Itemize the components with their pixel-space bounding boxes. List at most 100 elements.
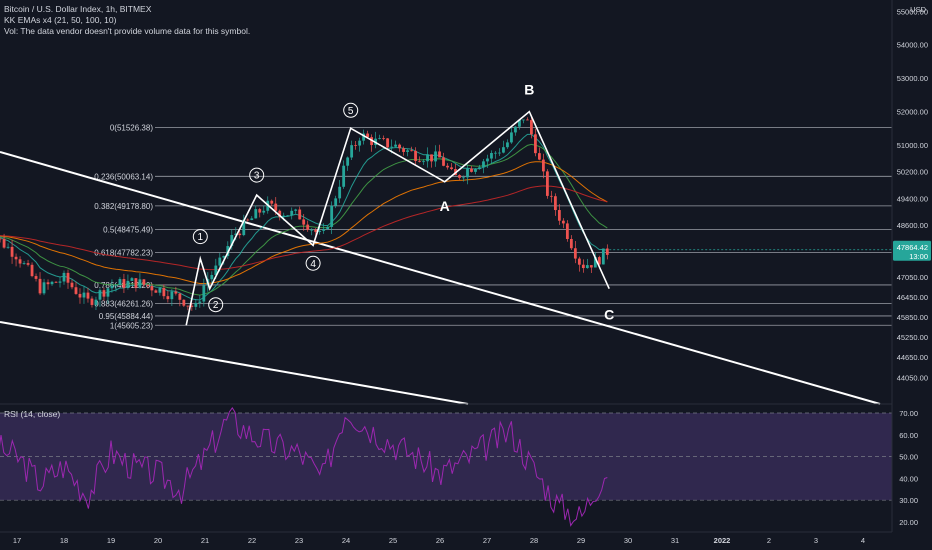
candle-body: [538, 153, 541, 160]
candle-body: [522, 119, 525, 121]
candle-body: [126, 280, 130, 288]
candle-body: [198, 301, 202, 303]
rsi-tick: 20.00: [899, 518, 918, 527]
wave-label-5[interactable]: 5: [348, 106, 354, 117]
candle-body: [314, 229, 318, 232]
fib-level-label: 0(51526.38): [110, 123, 153, 132]
candle-body: [569, 238, 573, 249]
symbol-title[interactable]: Bitcoin / U.S. Dollar Index, 1h, BITMEX: [4, 4, 152, 14]
time-tick: 19: [107, 536, 115, 545]
candle-body: [194, 302, 198, 307]
candle-body: [282, 215, 286, 217]
rsi-pane[interactable]: RSI (14, close): [0, 403, 892, 527]
time-tick: 2022: [714, 536, 731, 545]
candle-body: [589, 265, 593, 268]
candle-body: [458, 175, 461, 178]
fib-retracement[interactable]: 0(51526.38) 0.236(50063.14) 0.382(49178.80…: [94, 123, 892, 330]
candle-body: [446, 165, 449, 168]
fib-level-label: 0.236(50063.14): [94, 172, 153, 181]
price-tick: 53000.00: [897, 74, 928, 83]
candle-body: [358, 140, 362, 146]
wave-label-3[interactable]: 3: [254, 171, 260, 182]
time-tick: 20: [154, 536, 162, 545]
candle-body: [178, 293, 182, 300]
candle-body: [366, 133, 370, 138]
candle-body: [310, 229, 314, 231]
price-tick: 51000.00: [897, 141, 928, 150]
candle-body: [466, 168, 469, 178]
time-tick: 3: [814, 536, 818, 545]
candle-body: [338, 186, 342, 199]
candle-body: [258, 209, 262, 213]
chart-legend: Bitcoin / U.S. Dollar Index, 1h, BITMEX …: [4, 4, 250, 37]
candle-body: [597, 257, 601, 265]
ema-50-line: [0, 161, 608, 284]
candle-body: [166, 296, 170, 300]
time-tick: 31: [671, 536, 679, 545]
candle-body: [593, 257, 597, 268]
candle-body: [18, 259, 22, 264]
rsi-tick: 60.00: [899, 431, 918, 440]
candle-body: [322, 229, 326, 231]
candle-body: [478, 167, 481, 170]
candle-body: [222, 256, 226, 258]
candle-body: [506, 142, 509, 148]
time-axis-bg: [0, 532, 932, 550]
elliott-wave[interactable]: 1 2 3 4 5 A B C: [185, 82, 614, 326]
candle-body: [414, 150, 417, 161]
time-tick: 27: [483, 536, 491, 545]
candle-body: [450, 167, 453, 170]
candle-body: [346, 157, 350, 166]
candle-body: [74, 287, 78, 294]
candle-body: [10, 246, 14, 257]
candle-body: [410, 150, 413, 152]
candle-body: [462, 177, 465, 179]
price-tick: 50200.00: [897, 168, 928, 177]
upper-trendline[interactable]: [0, 151, 881, 405]
candle-body: [490, 153, 493, 159]
candle-body: [138, 279, 142, 288]
candle-body: [254, 209, 258, 219]
wave-label-1[interactable]: 1: [198, 232, 204, 243]
elliott-wave-path[interactable]: [185, 110, 610, 326]
last-price-badge[interactable]: [893, 240, 931, 261]
candle-body: [78, 293, 82, 298]
candle-body: [406, 150, 409, 152]
wave-label-A[interactable]: A: [440, 198, 450, 214]
wave-label-B[interactable]: B: [524, 82, 534, 98]
time-tick: 26: [436, 536, 444, 545]
price-tick: 55000.00: [897, 7, 928, 16]
candle-body: [262, 210, 266, 213]
candle-body: [557, 210, 561, 221]
candle-body: [270, 200, 274, 204]
candle-body: [58, 281, 62, 283]
wave-label-2[interactable]: 2: [213, 300, 219, 311]
price-tick: 47050.00: [897, 273, 928, 282]
candle-body: [545, 171, 549, 196]
wave-label-4[interactable]: 4: [310, 259, 316, 270]
ema-indicator-label[interactable]: KK EMAs x4 (21, 50, 100, 10): [4, 15, 117, 25]
price-axis-bg: [892, 0, 932, 550]
rsi-label[interactable]: RSI (14, close): [4, 409, 60, 419]
candle-body: [38, 278, 42, 294]
price-tick: 45850.00: [897, 313, 928, 322]
candle-body: [581, 264, 585, 269]
channel-trendlines[interactable]: [0, 151, 881, 405]
candle-body: [390, 146, 393, 148]
rsi-line[interactable]: [0, 407, 608, 527]
candle-body: [306, 224, 310, 230]
candle-body: [350, 145, 354, 158]
lower-trendline[interactable]: [0, 321, 469, 405]
wave-label-C[interactable]: C: [604, 307, 614, 323]
candle-body: [182, 299, 186, 306]
candle-body: [22, 263, 26, 264]
candle-body: [106, 288, 110, 297]
candle-body: [154, 290, 158, 293]
candle-body: [290, 210, 294, 216]
last-price-value: 47864.42: [897, 243, 928, 252]
candle-body: [318, 230, 322, 232]
candle-body: [274, 203, 278, 211]
candle-body: [234, 233, 238, 236]
